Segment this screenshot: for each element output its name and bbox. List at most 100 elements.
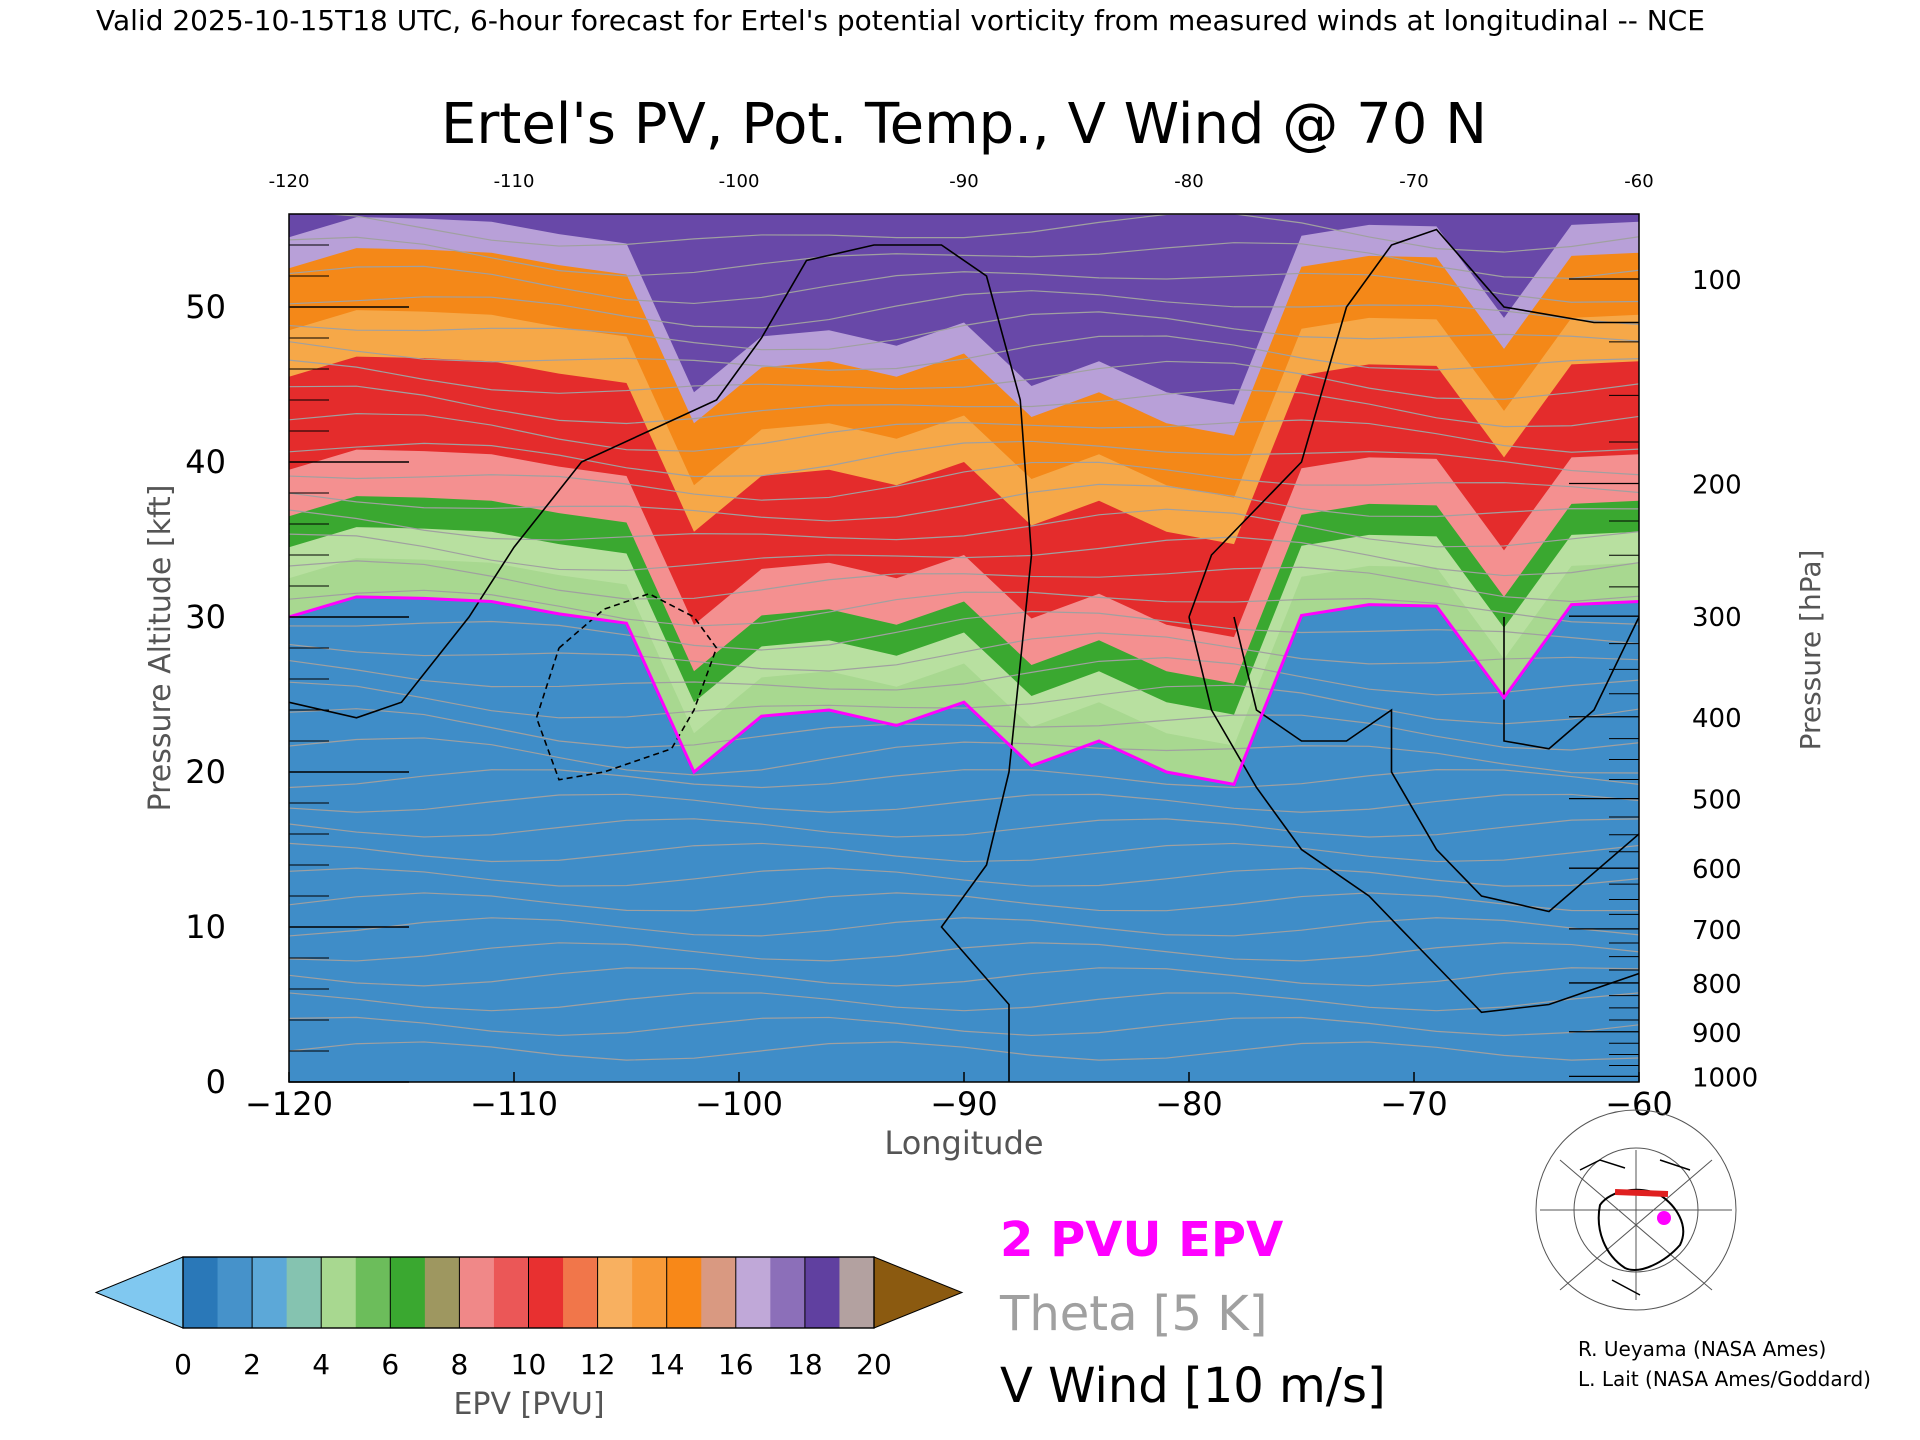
right-tick-label: 600 — [1692, 855, 1742, 885]
colorbar-tick-label: 12 — [580, 1348, 616, 1381]
right-tick-label: 900 — [1692, 1019, 1742, 1049]
wind-contour — [1188, 228, 1639, 618]
tropopause-2pvu-line — [289, 595, 1639, 787]
colorbar-tick-label: 4 — [312, 1348, 330, 1381]
theta-contour — [289, 632, 1639, 672]
y-tick-label: 0 — [206, 1063, 226, 1101]
theta-contour — [289, 440, 1639, 478]
theta-contour — [289, 818, 1639, 838]
right-tick-label: 1000 — [1692, 1063, 1758, 1093]
theta-contour — [289, 737, 1639, 776]
x-top-tick-label: -80 — [1174, 171, 1203, 192]
right-tick-label: 200 — [1692, 470, 1742, 500]
colorbar-segment-shade — [701, 1257, 736, 1328]
colorbar-segment-shade — [839, 1257, 874, 1328]
right-tick-label: 300 — [1692, 603, 1742, 633]
top-caption: Valid 2025-10-15T18 UTC, 6-hour forecast… — [96, 4, 1705, 37]
theta-contour — [289, 656, 1639, 696]
y-axis-label-right: Pressure [hPa] — [1794, 550, 1827, 751]
colorbar-low-extend — [94, 1256, 184, 1329]
legend-wind: V Wind [10 m/s] — [1000, 1358, 1386, 1414]
right-tick-label: 400 — [1692, 704, 1742, 734]
colorbar-segment-shade — [770, 1257, 805, 1328]
x-top-tick-label: -100 — [719, 171, 760, 192]
colorbar-segment-shade — [286, 1257, 322, 1328]
colorbar-segment-shade — [355, 1257, 391, 1328]
colorbar-segment-shade — [632, 1257, 667, 1328]
theta-contour — [289, 867, 1639, 887]
colorbar-tick-label: 20 — [856, 1348, 892, 1381]
location-marker — [1657, 1211, 1671, 1225]
theta-contour — [289, 311, 1639, 351]
x-tick-label: −60 — [1605, 1085, 1673, 1123]
colorbar-segment-shade — [424, 1257, 460, 1328]
locator-map — [1535, 1109, 1737, 1311]
x-tick-label: −120 — [245, 1085, 333, 1123]
y-tick-label: 40 — [185, 443, 226, 481]
theta-contour — [289, 842, 1639, 863]
theta-contour — [289, 769, 1639, 789]
theta-contour — [289, 533, 1639, 577]
wind-contour — [1188, 616, 1639, 1014]
axis-ticks: −120 -120 −110 -110 −100 -100 −90 -90 −80 -80 −70 -… — [185, 171, 1758, 1123]
colorbar-tick-label: 14 — [649, 1348, 685, 1381]
theta-contour — [289, 335, 1639, 371]
colorbar-tick-label: 0 — [174, 1348, 192, 1381]
theta-contour — [289, 483, 1639, 522]
y-axis-label-left: Pressure Altitude [kft] — [143, 485, 178, 812]
theta-contour — [289, 236, 1639, 279]
theta-contour — [289, 610, 1639, 651]
theta-contour — [289, 359, 1639, 400]
theta-contour — [289, 290, 1639, 329]
colorbar: 0 2 4 6 8 10 12 14 16 18 20 — [94, 1256, 964, 1381]
colorbar-tick-label: 6 — [381, 1348, 399, 1381]
x-tick-label: −80 — [1155, 1085, 1223, 1123]
colorbar-tick-label: 8 — [450, 1348, 468, 1381]
theta-contour — [289, 917, 1639, 937]
colorbar-segment-shade — [217, 1257, 253, 1328]
x-top-tick-label: -70 — [1399, 171, 1428, 192]
theta-contour — [289, 681, 1639, 725]
y-tick-label: 30 — [185, 598, 226, 636]
colorbar-tick-label: 18 — [787, 1348, 823, 1381]
colorbar-tick-label: 2 — [243, 1348, 261, 1381]
theta-contour — [289, 992, 1639, 1012]
theta-contour — [289, 967, 1639, 987]
colorbar-label: EPV [PVU] — [453, 1387, 604, 1422]
y-tick-label: 50 — [185, 288, 226, 326]
x-axis-label: Longitude — [884, 1124, 1043, 1162]
band-lavender — [289, 214, 1639, 436]
right-tick-label: 100 — [1692, 266, 1742, 296]
x-top-tick-label: -120 — [269, 171, 310, 192]
x-top-tick-label: -110 — [494, 171, 535, 192]
colorbar-segment-shade — [563, 1257, 598, 1328]
theta-contour — [289, 942, 1639, 962]
right-tick-label: 700 — [1692, 916, 1742, 946]
theta-contour — [289, 1041, 1639, 1061]
legend-pv-line: 2 PVU EPV — [1000, 1212, 1283, 1268]
theta-contour — [289, 265, 1639, 305]
theta-contour — [289, 708, 1639, 751]
x-top-tick-label: -90 — [949, 171, 978, 192]
theta-contour — [289, 385, 1639, 428]
colorbar-tick-label: 16 — [718, 1348, 754, 1381]
theta-contour — [289, 793, 1639, 813]
theta-contour — [289, 589, 1639, 627]
right-tick-label: 800 — [1692, 970, 1742, 1000]
plot-area — [289, 214, 1639, 1082]
colorbar-high-extend — [873, 1256, 964, 1329]
x-tick-label: −90 — [930, 1085, 998, 1123]
x-top-tick-label: -60 — [1624, 171, 1653, 192]
x-tick-label: −100 — [695, 1085, 783, 1123]
y-tick-label: 20 — [185, 753, 226, 791]
chart-title: Ertel's PV, Pot. Temp., V Wind @ 70 N — [441, 92, 1487, 157]
credit-line-1: R. Ueyama (NASA Ames) — [1578, 1337, 1826, 1361]
x-tick-label: −110 — [470, 1085, 558, 1123]
theta-contour — [289, 461, 1639, 501]
theta-contour — [321, 214, 1639, 253]
wind-contour-negative — [535, 592, 718, 781]
y-tick-label: 10 — [185, 908, 226, 946]
band-purple — [289, 214, 1639, 405]
right-tick-label: 500 — [1692, 786, 1742, 816]
colorbar-tick-label: 10 — [511, 1348, 547, 1381]
